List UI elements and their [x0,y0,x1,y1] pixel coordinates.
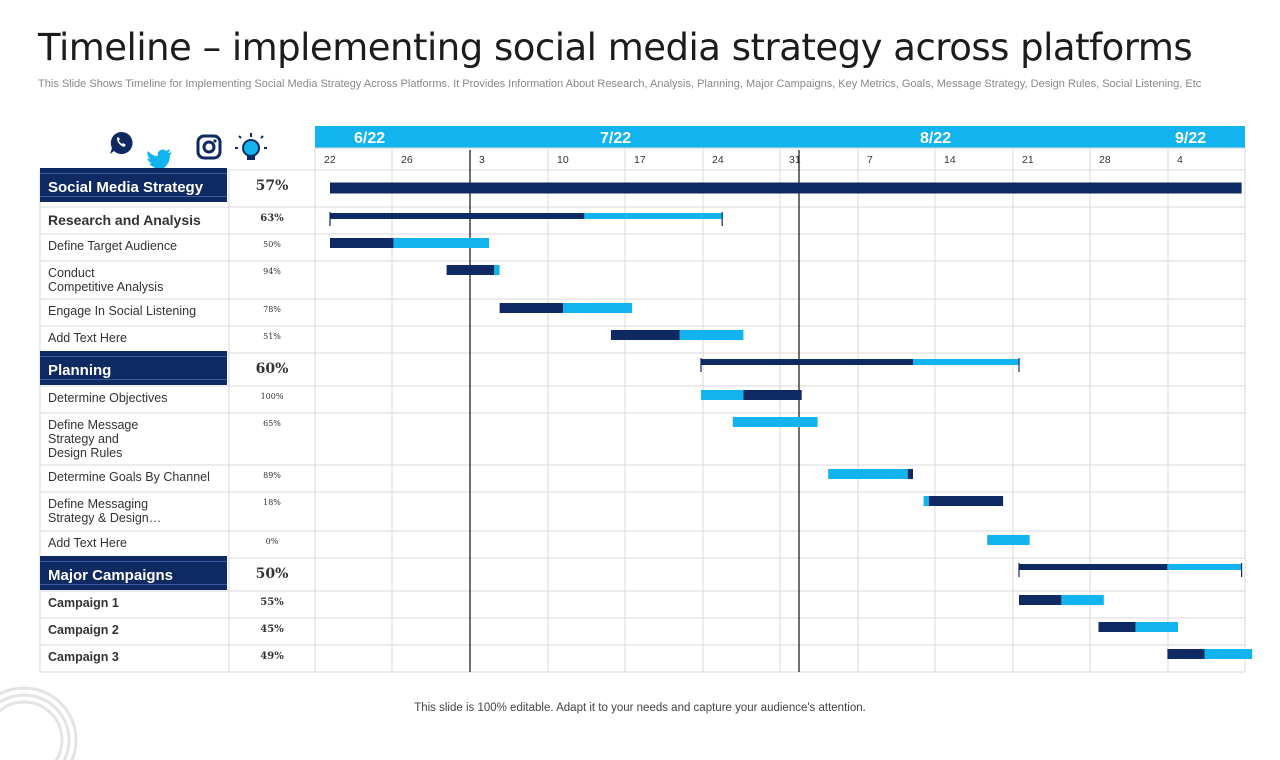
gantt-bar-remaining [743,390,802,400]
day-label: 22 [324,154,336,166]
task-label: Add Text Here [48,536,127,550]
task-label: Define Message Strategy and Design Rules [48,418,139,460]
instagram-icon [196,134,222,160]
category-header: Social Media Strategy [40,168,227,202]
category-header: Major Campaigns [40,556,227,590]
gantt-bar-remaining [1167,564,1242,570]
task-label: Determine Goals By Channel [48,470,210,484]
day-label: 28 [1099,154,1111,166]
completion-percent: 49% [260,651,284,662]
completion-percent: 57% [255,178,289,194]
gantt-bar-done [987,535,1030,545]
gantt-bar-done [330,213,585,219]
category-label: Social Media Strategy [48,179,204,196]
gantt-bar-done [1098,622,1136,632]
gantt-bar-remaining [732,417,818,427]
day-label: 7 [867,154,873,166]
task-label: Research and Analysis [48,212,201,228]
gantt-bar-done [701,390,744,400]
completion-percent: 51% [263,332,281,341]
task-label: Campaign 2 [48,623,119,637]
day-label: 10 [557,154,569,166]
gantt-bar-done [828,469,908,479]
task-label: Add Text Here [48,331,127,345]
gantt-bar-done [701,359,913,365]
gantt-bar-done [1019,564,1168,570]
gantt-bar-remaining [913,359,1019,365]
category-label: Major Campaigns [48,567,174,584]
completion-percent: 94% [263,267,281,276]
completion-percent: 63% [260,213,284,224]
page-title: Timeline – implementing social media str… [38,26,1193,69]
completion-percent: 55% [260,597,284,608]
gantt-bar-remaining [494,265,500,275]
gantt-bar-remaining [907,469,913,479]
day-label: 3 [479,154,485,166]
gantt-bar-done [330,238,394,248]
completion-percent: 0% [265,537,279,546]
gantt-bar-done [1167,649,1205,659]
completion-percent: 60% [255,361,289,377]
task-label: Campaign 3 [48,650,119,664]
gantt-bar-remaining [563,303,633,313]
completion-percent: 50% [263,240,281,249]
gantt-bar-done [446,265,495,275]
gantt-bar-remaining [584,213,723,219]
completion-percent: 45% [260,624,284,635]
gantt-bar-remaining [1204,649,1253,659]
month-label: 7/22 [600,130,632,147]
month-label: 8/22 [920,130,952,147]
page-subtitle: This Slide Shows Timeline for Implementi… [38,78,1202,90]
idea-bulb-icon [235,133,267,160]
completion-percent: 89% [263,471,281,480]
day-label: 26 [401,154,413,166]
completion-percent: 65% [263,419,281,428]
task-label: Define Messaging Strategy & Design… [48,497,162,525]
completion-percent: 100% [260,392,284,401]
gantt-bar-remaining [679,330,744,340]
gantt-bar-remaining [1135,622,1178,632]
whatsapp-icon [110,131,133,154]
task-label: Engage In Social Listening [48,304,197,318]
gantt-bar-remaining [393,238,489,248]
day-label: 24 [712,154,724,166]
gantt-chart [39,126,1253,673]
gantt-bar-done [330,182,1242,194]
task-label: Define Target Audience [48,239,178,253]
task-label: Campaign 1 [48,596,119,610]
gantt-bar-remaining [1061,595,1104,605]
gantt-bar-done [923,496,929,506]
month-header-band [315,126,1245,148]
completion-percent: 50% [255,566,289,582]
footer-note: This slide is 100% editable. Adapt it to… [414,702,866,714]
twitter-icon [146,149,172,172]
completion-percent: 78% [263,305,281,314]
category-label: Planning [48,362,112,379]
gantt-bar-done [1019,595,1062,605]
task-label: Determine Objectives [48,391,168,405]
gantt-bar-done [499,303,564,313]
completion-percent: 18% [263,498,281,507]
day-label: 14 [944,154,956,166]
category-header: Planning [40,351,227,385]
task-label: Conduct Competitive Analysis [48,266,164,294]
day-label: 31 [789,154,801,166]
day-label: 17 [634,154,646,166]
month-label: 9/22 [1175,130,1207,147]
gantt-bar-remaining [928,496,1004,506]
day-label: 21 [1022,154,1034,166]
month-label: 6/22 [354,130,386,147]
decorative-rings [0,686,78,760]
gantt-bar-done [610,330,680,340]
day-label: 4 [1177,154,1183,166]
